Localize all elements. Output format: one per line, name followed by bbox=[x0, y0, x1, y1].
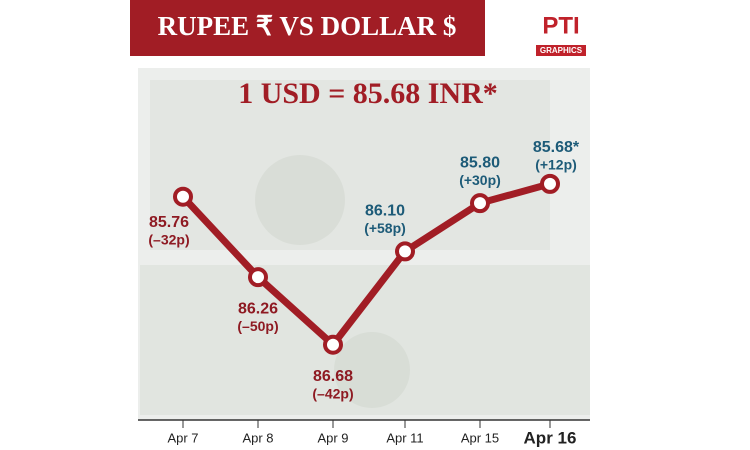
change-label: (–42p) bbox=[312, 385, 353, 401]
point bbox=[470, 193, 490, 214]
point bbox=[395, 241, 415, 262]
portrait bbox=[255, 155, 345, 245]
x-tick-label: Apr 15 bbox=[461, 430, 499, 445]
change-label: (–50p) bbox=[237, 318, 278, 334]
change-label: (+58p) bbox=[364, 220, 406, 236]
x-tick-label: Apr 8 bbox=[242, 430, 273, 445]
value-label: 85.68* bbox=[533, 139, 580, 156]
logo: PTI bbox=[542, 12, 579, 39]
x-tick-label: Apr 9 bbox=[317, 430, 348, 445]
x-tick-label: Apr 7 bbox=[167, 430, 198, 445]
chart-title: RUPEE ₹ VS DOLLAR $ bbox=[158, 11, 457, 41]
banknote-inr bbox=[150, 80, 550, 250]
portrait bbox=[334, 332, 410, 408]
change-label: (+12p) bbox=[535, 157, 577, 173]
value-label: 85.80 bbox=[460, 154, 500, 171]
title-box bbox=[130, 0, 485, 56]
point bbox=[248, 267, 268, 288]
point bbox=[540, 173, 560, 194]
change-label: (–32p) bbox=[148, 231, 189, 247]
point bbox=[173, 186, 193, 207]
line bbox=[180, 180, 551, 349]
change-label: (+30p) bbox=[459, 172, 501, 188]
value-label: 86.68 bbox=[313, 368, 353, 385]
value-label: 86.10 bbox=[365, 203, 405, 220]
point bbox=[323, 334, 343, 355]
x-tick-label: Apr 11 bbox=[386, 430, 423, 445]
logo-caption: GRAPHICS bbox=[540, 46, 583, 55]
x-tick-label: Apr 16 bbox=[524, 428, 577, 447]
value-label: 85.76 bbox=[149, 214, 189, 231]
subtitle: 1 USD = 85.68 INR* bbox=[238, 77, 498, 110]
value-label: 86.26 bbox=[238, 300, 278, 317]
logo-caption-box bbox=[536, 45, 586, 56]
